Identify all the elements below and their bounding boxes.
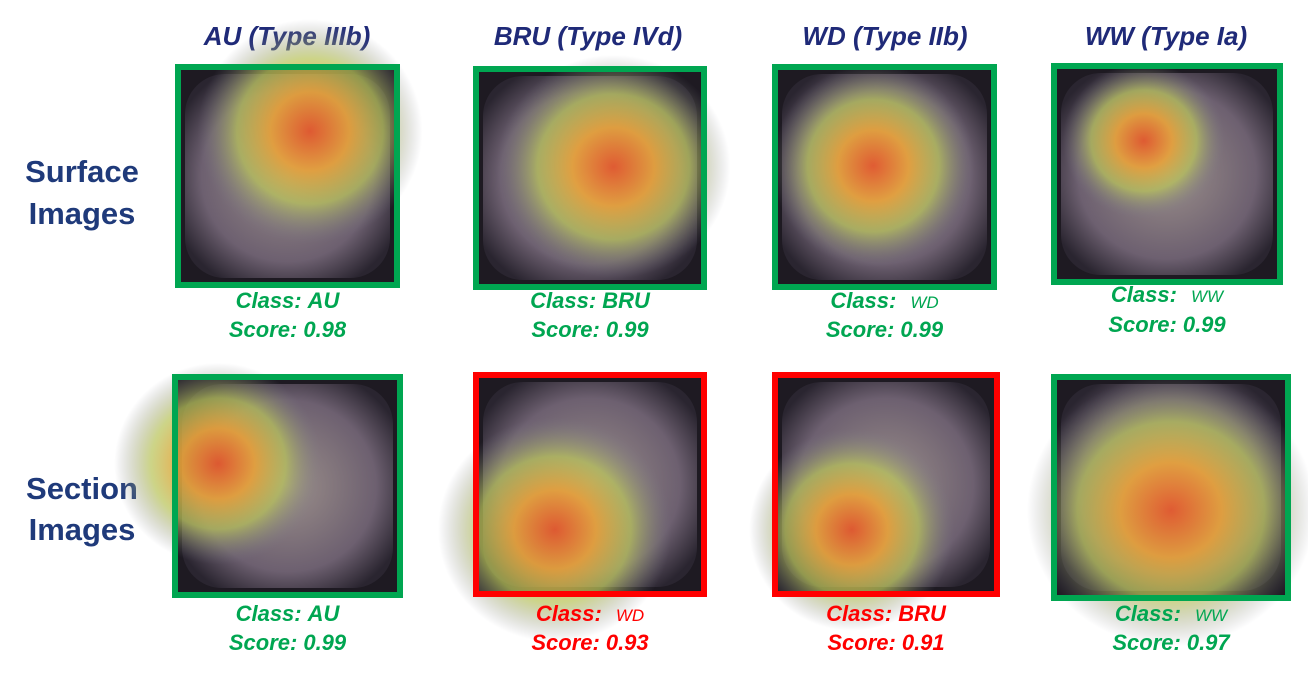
class-value: WW <box>1195 606 1229 625</box>
score-label: Score: <box>531 630 599 655</box>
heatmap-image <box>749 372 1000 631</box>
score-label: Score: <box>826 317 894 342</box>
class-value: WD <box>910 293 938 312</box>
score-line: Score: 0.99 <box>826 317 944 342</box>
class-label: Class: <box>830 288 896 313</box>
heatmap-image <box>1051 63 1283 285</box>
score-line: Score: 0.93 <box>531 630 648 655</box>
class-line: Class: AU <box>236 601 341 626</box>
heatmap <box>1062 63 1226 219</box>
heatmap <box>1027 374 1308 647</box>
score-value: 0.98 <box>303 317 347 342</box>
image-frame <box>772 64 997 290</box>
heatmap <box>197 19 423 244</box>
class-label: Class: <box>826 601 892 626</box>
score-line: Score: 0.99 <box>531 317 649 342</box>
heatmap-image <box>1027 374 1308 647</box>
score-line: Score: 0.91 <box>827 630 944 655</box>
score-line: Score: 0.98 <box>229 317 347 342</box>
class-value: WD <box>616 606 644 625</box>
class-line: Class: BRU <box>826 601 947 626</box>
score-label: Score: <box>1112 630 1180 655</box>
heatmap <box>114 362 323 565</box>
heatmap <box>496 54 731 279</box>
class-line: Class: WW <box>1111 282 1225 307</box>
score-label: Score: <box>531 317 599 342</box>
column-header: WD (Type IIb) <box>802 21 967 51</box>
score-label: Score: <box>229 630 297 655</box>
score-line: Score: 0.99 <box>1108 312 1226 337</box>
heatmap-image <box>175 19 423 288</box>
class-label: Class: <box>530 288 596 313</box>
score-value: 0.91 <box>902 630 945 655</box>
row-label: Images <box>29 512 136 547</box>
heatmap-image <box>437 372 707 642</box>
score-line: Score: 0.99 <box>229 630 347 655</box>
class-line: Class: WD <box>830 288 938 313</box>
heatmap <box>749 428 955 631</box>
score-value: 0.99 <box>303 630 347 655</box>
heatmap <box>437 417 672 642</box>
image-frame <box>772 372 1000 597</box>
class-value: BRU <box>602 288 651 313</box>
image-frame <box>473 372 707 597</box>
class-line: Class: WD <box>536 601 644 626</box>
row-label: Images <box>29 196 136 231</box>
image-frame <box>175 64 400 288</box>
column-header: BRU (Type IVd) <box>494 21 682 51</box>
image-frame <box>1051 63 1283 285</box>
heatmap-image <box>772 64 997 290</box>
heatmap-image <box>473 54 731 290</box>
class-value: AU <box>307 601 341 626</box>
class-value: WW <box>1191 287 1225 306</box>
class-line: Class: BRU <box>530 288 651 313</box>
row-label: Surface <box>25 154 139 189</box>
score-value: 0.99 <box>606 317 650 342</box>
score-label: Score: <box>1108 312 1176 337</box>
score-value: 0.93 <box>606 630 649 655</box>
score-line: Score: 0.97 <box>1112 630 1231 655</box>
class-label: Class: <box>1115 601 1181 626</box>
class-label: Class: <box>536 601 602 626</box>
class-value: AU <box>307 288 341 313</box>
column-header: WW (Type Ia) <box>1085 21 1247 51</box>
score-value: 0.99 <box>1183 312 1227 337</box>
image-frame <box>172 374 403 598</box>
class-label: Class: <box>236 288 302 313</box>
score-label: Score: <box>827 630 895 655</box>
class-label: Class: <box>236 601 302 626</box>
class-line: Class: WW <box>1115 601 1229 626</box>
heatmap <box>772 64 975 268</box>
score-label: Score: <box>229 317 297 342</box>
image-frame <box>1051 374 1291 601</box>
score-value: 0.97 <box>1187 630 1232 655</box>
class-line: Class: AU <box>236 288 341 313</box>
heatmap-image <box>114 362 403 598</box>
class-label: Class: <box>1111 282 1177 307</box>
class-value: BRU <box>898 601 947 626</box>
image-frame <box>473 66 707 290</box>
score-value: 0.99 <box>900 317 944 342</box>
